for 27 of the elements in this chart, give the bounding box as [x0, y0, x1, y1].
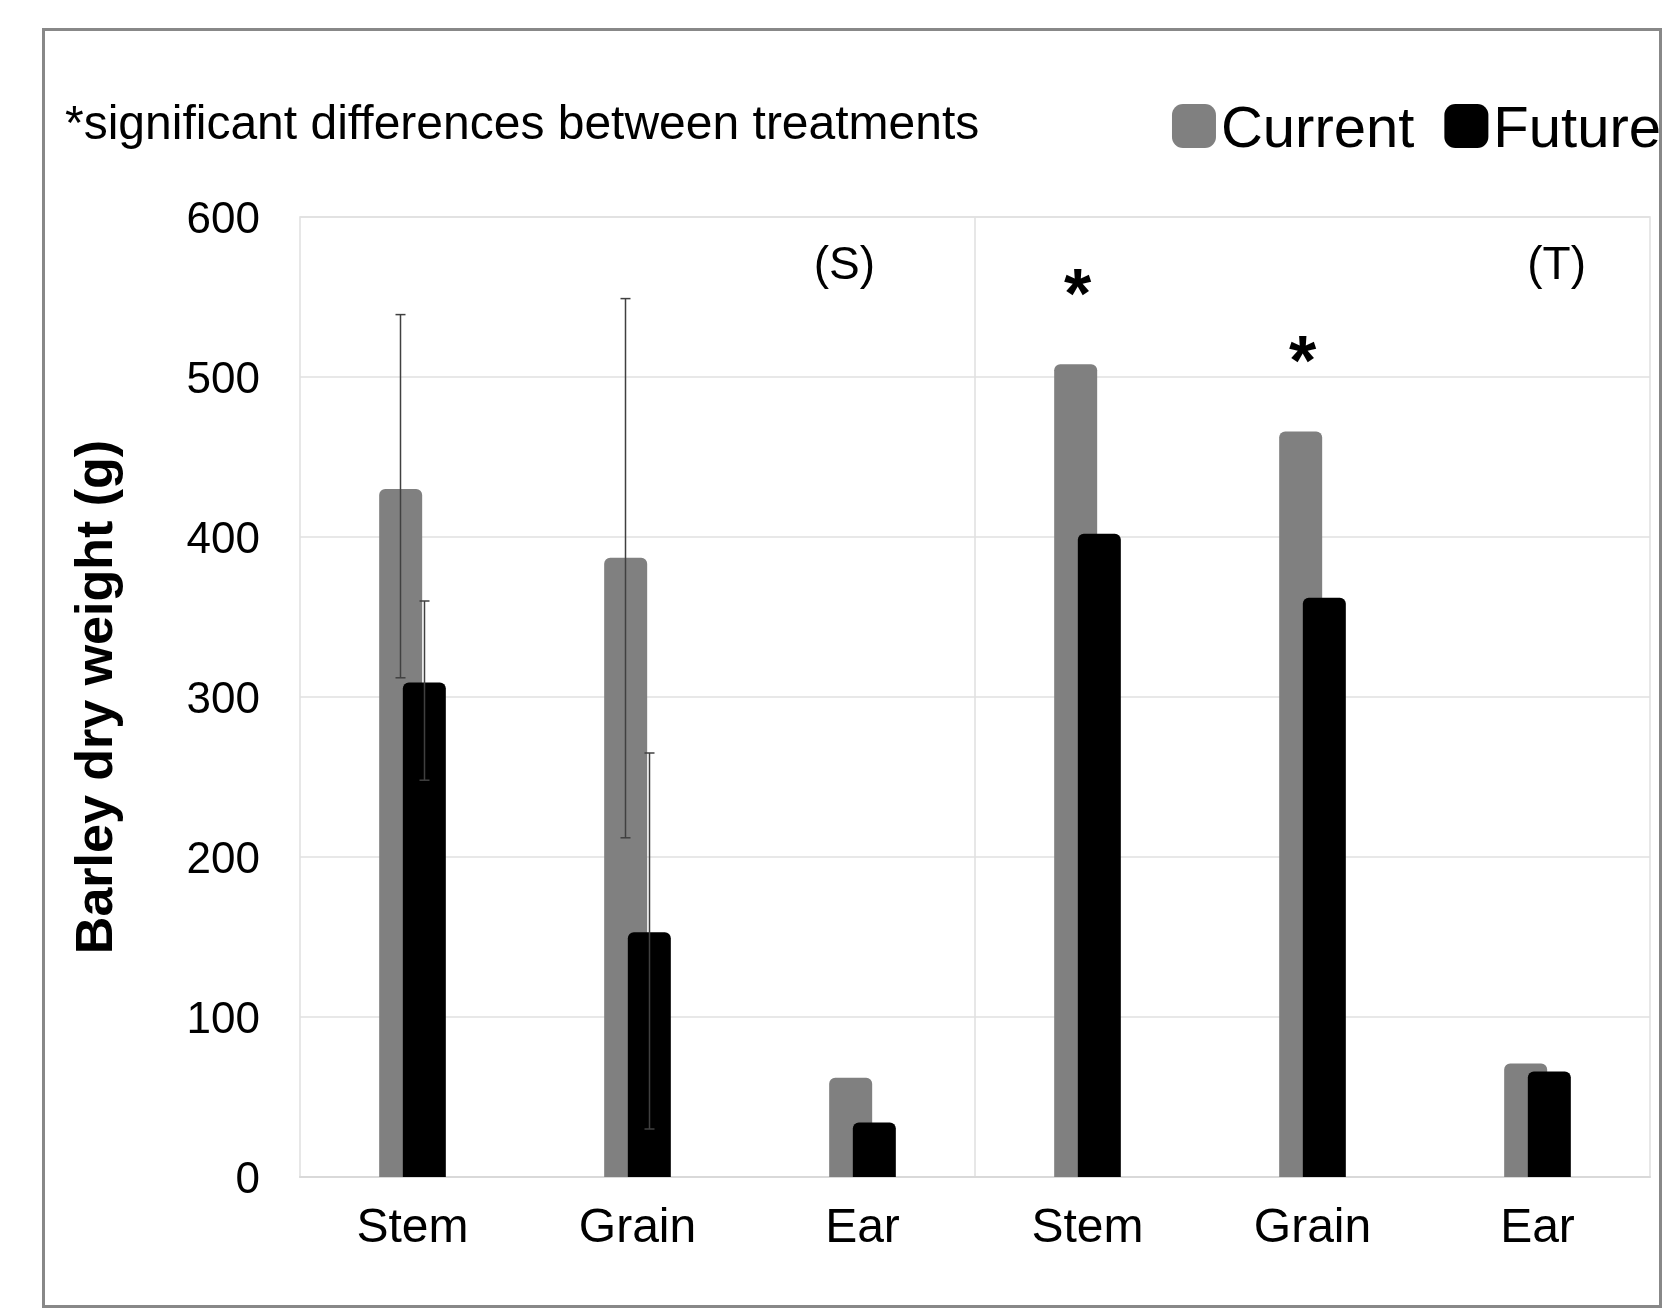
annotation: * [1063, 255, 1092, 334]
annotation: * [1288, 322, 1317, 401]
y-tick-label: 100 [186, 992, 260, 1042]
legend-label: Current [1220, 93, 1415, 159]
x-tick-label: Grain [578, 1198, 697, 1252]
bar [1302, 597, 1346, 1177]
bar [852, 1122, 896, 1177]
bar [627, 932, 671, 1177]
y-tick-label: 400 [186, 512, 260, 562]
y-axis-title: Barley dry weight (g) [65, 439, 123, 955]
y-tick-label: 500 [186, 352, 260, 402]
bar [402, 682, 446, 1177]
chart-title: (T) [1527, 237, 1587, 289]
text: *significant differences between treatments [65, 95, 980, 150]
x-tick-label: Stem [356, 1198, 469, 1252]
chart-title: (S) [813, 237, 876, 289]
x-tick-label: Grain [1253, 1198, 1372, 1252]
y-tick-label: 0 [235, 1152, 260, 1202]
x-tick-label: Stem [1031, 1198, 1144, 1252]
y-tick-label: 200 [186, 832, 260, 882]
bar [1527, 1071, 1571, 1177]
legend-label: Future [1493, 93, 1662, 159]
x-tick-label: Ear [1500, 1198, 1575, 1252]
y-tick-label: 600 [186, 192, 260, 242]
y-tick-label: 300 [186, 672, 260, 722]
bar [1077, 533, 1121, 1177]
x-tick-label: Ear [825, 1198, 900, 1252]
